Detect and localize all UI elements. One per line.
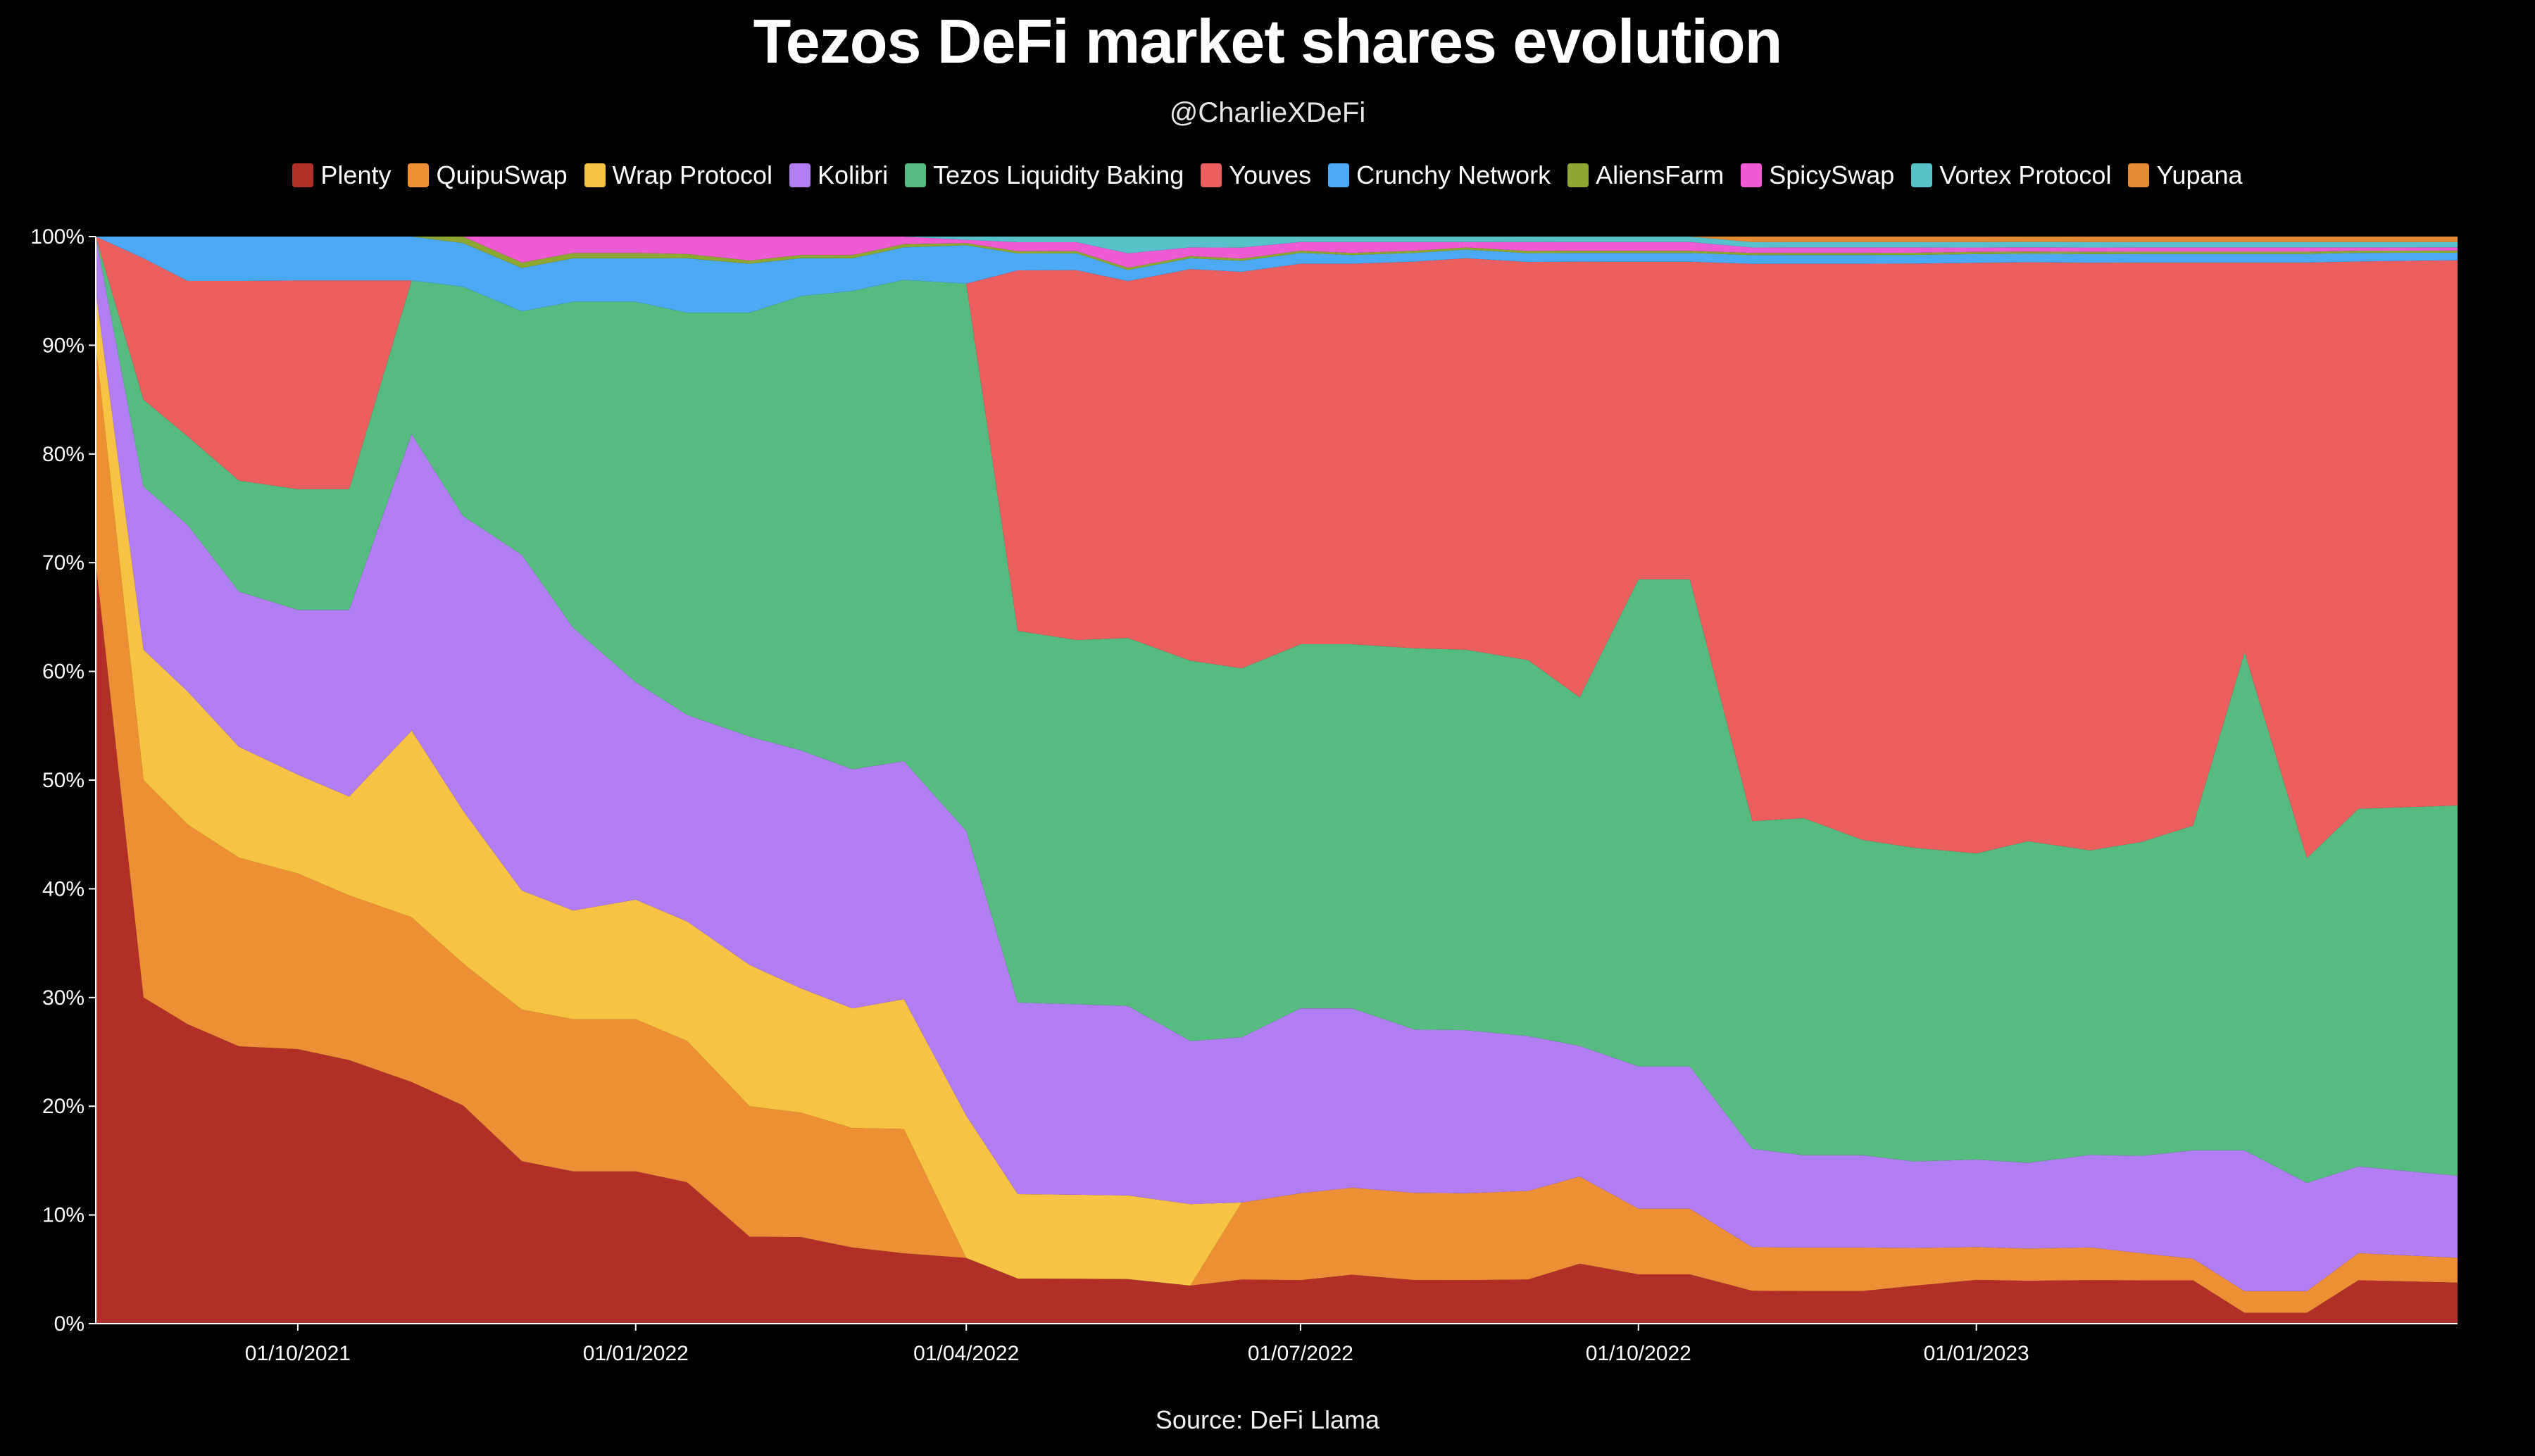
- legend-item-vortex-protocol[interactable]: Vortex Protocol: [1911, 161, 2111, 190]
- legend-swatch: [2128, 163, 2150, 187]
- axes: 0% 10% 20% 30% 40% 50% 60% 70% 80% 90% 100% 01/10/2…: [30, 225, 2458, 1365]
- y-tick-label: 30%: [42, 986, 84, 1010]
- area-plenty: [96, 563, 2458, 1324]
- legend-label: AliensFarm: [1596, 161, 1725, 189]
- legend-swatch: [1201, 163, 1222, 187]
- x-tick-label: 01/04/2022: [913, 1342, 1019, 1365]
- legend-label: Vortex Protocol: [1939, 161, 2112, 189]
- x-tick-label: 01/10/2021: [245, 1342, 351, 1365]
- legend-item-spicyswap[interactable]: SpicySwap: [1741, 161, 1894, 190]
- legend-label: Wrap Protocol: [612, 161, 773, 189]
- y-tick-label: 60%: [42, 660, 84, 684]
- legend-swatch: [584, 163, 606, 187]
- legend-swatch: [1741, 163, 1763, 187]
- area-kolibri: [96, 237, 2458, 1291]
- y-tick-label: 80%: [42, 443, 84, 466]
- y-tick-label: 20%: [42, 1095, 84, 1118]
- legend-item-yupana[interactable]: Yupana: [2128, 161, 2243, 190]
- legend-item-kolibri[interactable]: Kolibri: [789, 161, 888, 190]
- legend-item-wrap-protocol[interactable]: Wrap Protocol: [584, 161, 772, 190]
- legend-swatch: [1567, 163, 1589, 187]
- legend-label: QuipuSwap: [436, 161, 568, 189]
- y-tick-label: 100%: [30, 225, 84, 249]
- legend-swatch: [789, 163, 811, 187]
- legend-label: Crunchy Network: [1356, 161, 1551, 189]
- legend-item-plenty[interactable]: Plenty: [292, 161, 391, 190]
- chart-title: Tezos DeFi market shares evolution: [753, 6, 1783, 76]
- y-tick-label: 40%: [42, 877, 84, 900]
- legend-swatch: [408, 163, 430, 187]
- area-vortex-protocol: [96, 237, 2458, 253]
- legend-swatch: [1911, 163, 1933, 187]
- legend-swatch: [1328, 163, 1350, 187]
- y-tick-label: 0%: [54, 1312, 84, 1336]
- x-tick-label: 01/07/2022: [1248, 1342, 1353, 1365]
- legend-item-quipuswap[interactable]: QuipuSwap: [408, 161, 568, 190]
- legend-swatch: [292, 163, 314, 187]
- area-quipuswap: [96, 345, 2458, 1313]
- legend-label: Tezos Liquidity Baking: [933, 161, 1184, 189]
- y-tick-label: 10%: [42, 1204, 84, 1227]
- x-tick-label: 01/01/2023: [1924, 1342, 2029, 1365]
- y-tick-label: 90%: [42, 334, 84, 357]
- legend-item-crunchy-network[interactable]: Crunchy Network: [1328, 161, 1551, 190]
- x-tick-label: 01/01/2022: [583, 1342, 689, 1365]
- legend-item-youves[interactable]: Youves: [1201, 161, 1311, 190]
- legend-label: SpicySwap: [1769, 161, 1895, 189]
- legend-item-aliensfarm[interactable]: AliensFarm: [1567, 161, 1724, 190]
- area-tezos-liquidity-baking: [96, 237, 2458, 1184]
- area-youves: [96, 237, 2458, 858]
- area-layers: [96, 237, 2458, 1324]
- x-tick-label: 01/10/2022: [1586, 1342, 1691, 1365]
- chart-legend: Plenty QuipuSwap Wrap Protocol Kolibri Tezos…: [0, 161, 2535, 190]
- legend-label: Kolibri: [818, 161, 889, 189]
- legend-swatch: [905, 163, 927, 187]
- legend-label: Yupana: [2156, 161, 2243, 189]
- area-aliensfarm: [96, 237, 2458, 270]
- legend-item-tezos-liquidity-baking[interactable]: Tezos Liquidity Baking: [905, 161, 1184, 190]
- chart-subtitle: @CharlieXDeFi: [1169, 97, 1366, 128]
- area-yupana: [96, 237, 2458, 242]
- area-crunchy-network: [96, 237, 2458, 313]
- legend-label: Plenty: [320, 161, 392, 189]
- chart-source: Source: DeFi Llama: [1155, 1405, 1380, 1434]
- y-tick-label: 70%: [42, 551, 84, 575]
- area-spicyswap: [96, 237, 2458, 268]
- legend-label: Youves: [1229, 161, 1312, 189]
- y-tick-label: 50%: [42, 769, 84, 792]
